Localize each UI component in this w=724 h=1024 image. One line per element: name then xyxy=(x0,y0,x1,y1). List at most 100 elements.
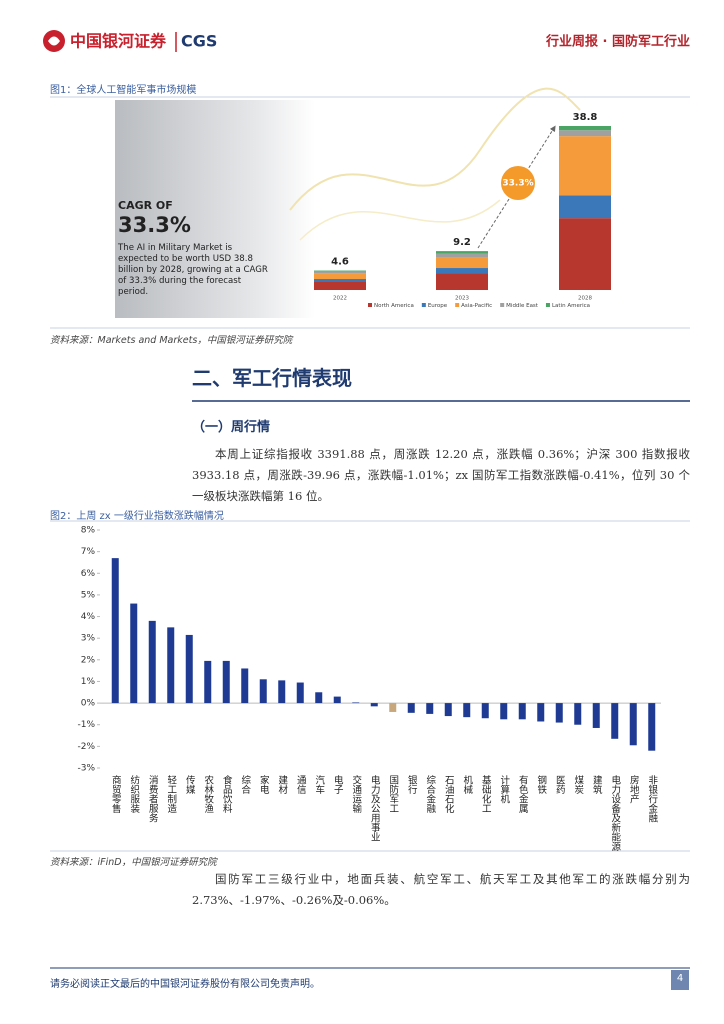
bar xyxy=(185,634,193,704)
footer-disclaimer: 请务必阅读正文最后的中国银河证券股份有限公司免责声明。 xyxy=(50,979,320,990)
y-tick-label: 1% xyxy=(81,677,96,687)
bar xyxy=(611,703,619,739)
bar-segment xyxy=(314,271,366,274)
cagr-value: 33.3% xyxy=(118,213,191,237)
legend-label: Middle East xyxy=(506,303,539,309)
logo-icon-mark xyxy=(48,36,60,46)
figure-caption: 图2：上周 zx 一级行业指数涨跌幅情况 xyxy=(50,511,224,522)
x-tick-label: 国防军工 xyxy=(387,775,399,813)
x-tick-label: 钢铁 xyxy=(535,774,547,795)
bar-segment xyxy=(559,136,611,196)
cagr-label: CAGR OF xyxy=(118,199,173,212)
bar-segment xyxy=(559,126,611,131)
x-tick-label: 传媒 xyxy=(184,774,196,795)
x-tick-label: 2023 xyxy=(455,296,469,302)
bar xyxy=(444,703,452,717)
figure-source: 资料来源：iFinD，中国银河证券研究院 xyxy=(50,857,217,868)
y-tick-label: 8% xyxy=(81,526,96,536)
x-tick-label: 家电 xyxy=(258,774,270,794)
section-subtitle: （一）周行情 xyxy=(192,420,271,435)
bar-segment xyxy=(314,279,366,282)
y-tick-label: 6% xyxy=(81,569,96,579)
y-tick-label: -2% xyxy=(77,742,95,752)
x-tick-label: 纺织服装 xyxy=(128,774,140,814)
x-tick-label: 房地产 xyxy=(628,774,640,804)
x-tick-label: 食品饮料 xyxy=(221,774,233,814)
legend-swatch xyxy=(421,303,426,307)
y-tick-label: 5% xyxy=(81,590,96,600)
x-tick-label: 汽车 xyxy=(313,774,325,795)
legend-swatch xyxy=(500,303,505,307)
bar xyxy=(463,703,471,718)
figure-caption: 图1：全球人工智能军事市场规模 xyxy=(50,85,197,96)
bar-segment xyxy=(314,273,366,280)
legend-swatch xyxy=(368,303,372,307)
growth-label: 33.3% xyxy=(502,179,533,189)
decor-curve xyxy=(289,87,581,211)
bar xyxy=(222,660,230,704)
x-tick-label: 建材 xyxy=(276,774,288,794)
bar xyxy=(204,660,212,704)
bar xyxy=(352,702,360,704)
legend-label: Europe xyxy=(428,303,448,309)
x-tick-label: 综合金融 xyxy=(424,774,436,814)
y-tick-label: 2% xyxy=(81,655,96,665)
y-tick-label: 3% xyxy=(81,634,96,644)
y-tick-label: -3% xyxy=(77,764,95,774)
x-tick-label: 商贸零售 xyxy=(110,774,122,814)
paragraph: 国防军工三级行业中，地面兵装、航空军工、航天军工及其他军工的涨跌幅分别为 2.7… xyxy=(192,872,690,907)
page-number: 4 xyxy=(676,973,684,984)
x-tick-label: 机械 xyxy=(461,774,473,795)
x-tick-label: 2022 xyxy=(333,296,347,302)
x-tick-label: 通信 xyxy=(295,775,307,795)
bar-segment xyxy=(559,218,611,290)
bar-segment xyxy=(436,268,488,274)
total-label: 9.2 xyxy=(453,237,471,248)
legend-swatch xyxy=(545,303,550,307)
x-tick-label: 消费者服务 xyxy=(147,774,159,823)
x-tick-label: 电力及公用事业 xyxy=(369,774,381,841)
growth-bubble xyxy=(501,166,535,200)
bar xyxy=(555,703,563,723)
bar xyxy=(278,680,286,704)
y-tick-label: 7% xyxy=(81,547,96,557)
bar-segment xyxy=(436,257,488,269)
legend-swatch xyxy=(455,303,460,307)
bar xyxy=(407,703,415,713)
soldier-photo xyxy=(115,100,315,318)
bar xyxy=(111,558,119,704)
bar xyxy=(481,703,489,719)
x-tick-label: 有色金属 xyxy=(517,774,529,814)
x-tick-label: 建筑 xyxy=(591,774,603,795)
logo-en: CGS xyxy=(181,32,217,51)
total-label: 4.6 xyxy=(331,257,349,268)
bar xyxy=(426,703,434,714)
x-tick-label: 计算机 xyxy=(498,774,510,804)
bar-segment xyxy=(314,281,366,290)
page-box xyxy=(671,970,689,990)
bar xyxy=(167,627,175,704)
bar xyxy=(389,703,397,712)
section-title: 二、军工行情表现 xyxy=(192,366,352,390)
bar xyxy=(592,703,600,728)
x-tick-label: 电子 xyxy=(332,774,344,794)
x-tick-label: 交通运输 xyxy=(350,774,362,814)
bar xyxy=(241,668,249,704)
x-tick-label: 轻工制造 xyxy=(165,774,177,814)
x-tick-label: 基础化工 xyxy=(480,774,492,813)
legend-label: Latin America xyxy=(552,303,590,309)
logo-text: 中国银河证券 xyxy=(70,32,167,51)
bar xyxy=(259,679,267,704)
decor-curve xyxy=(299,199,501,241)
bar-segment xyxy=(436,273,488,290)
y-tick-label: 4% xyxy=(81,612,96,622)
total-label: 38.8 xyxy=(573,112,598,123)
x-tick-label: 电力设备及新能源 xyxy=(609,774,621,852)
bar-segment xyxy=(436,251,488,254)
bar xyxy=(296,682,304,704)
bar xyxy=(648,703,656,751)
figure-source: 资料来源：Markets and Markets，中国银河证券研究院 xyxy=(50,335,293,346)
bar-segment xyxy=(559,130,611,137)
